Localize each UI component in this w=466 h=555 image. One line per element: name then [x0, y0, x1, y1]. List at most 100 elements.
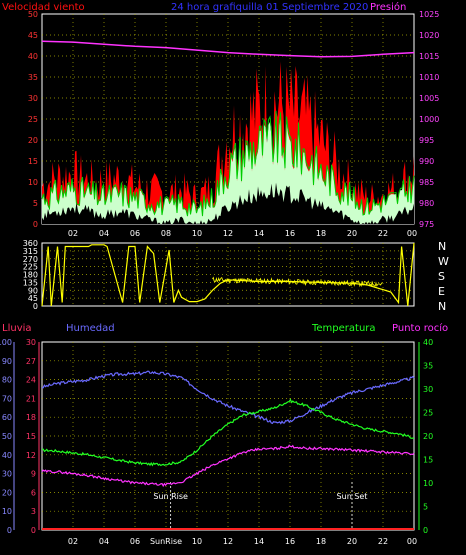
humidity-tick-label: 30	[2, 470, 12, 479]
wind-x-tick-label: 02	[68, 229, 78, 238]
pressure-tick-label: 980	[419, 199, 434, 208]
rain-tick-label: 30	[26, 338, 36, 347]
wind-speed-label: Velocidad viento	[2, 2, 85, 13]
direction-tick-label: 45	[28, 294, 38, 303]
humidity-tick-label: 90	[2, 357, 12, 366]
humidity-tick-label: 50	[2, 432, 12, 441]
temperature-label: Temperatura	[311, 323, 376, 334]
humidity-tick-label: 20	[2, 488, 12, 497]
pressure-tick-label: 1015	[419, 52, 439, 61]
rain-label: Lluvia	[2, 323, 32, 334]
pressure-label: Presión	[370, 1, 406, 13]
temperature-tick-label: 15	[423, 456, 433, 465]
rain-tick-label: 12	[26, 451, 36, 460]
rain-tick-label: 24	[26, 376, 36, 385]
temperature-tick-label: 30	[423, 385, 433, 394]
wind-tick-label: 5	[33, 199, 38, 208]
weather-x-tick-label: 22	[378, 537, 388, 546]
wind-x-tick-label: 14	[254, 229, 264, 238]
direction-letter-s: S	[438, 270, 445, 283]
weather-x-tick-label: 02	[68, 537, 78, 546]
weather-x-tick-label: 16	[285, 537, 295, 546]
temperature-tick-label: 0	[423, 526, 428, 535]
pressure-tick-label: 1020	[419, 31, 439, 40]
temperature-tick-label: 5	[423, 503, 428, 512]
wind-x-tick-label: 18	[316, 229, 326, 238]
wind-x-tick-label: 00	[407, 229, 417, 238]
humidity-tick-label: 100	[0, 338, 12, 347]
direction-tick-label: 270	[23, 255, 38, 264]
temperature-tick-label: 25	[423, 409, 433, 418]
rain-tick-label: 21	[26, 394, 36, 403]
wind-tick-label: 20	[28, 136, 38, 145]
humidity-tick-label: 80	[2, 376, 12, 385]
temperature-tick-label: 35	[423, 362, 433, 371]
wind-tick-label: 30	[28, 94, 38, 103]
sunset-label: Sun Set	[337, 492, 368, 501]
weather-x-tick-label: 20	[347, 537, 357, 546]
sunrise-label: Sun Rise	[153, 492, 188, 501]
wind-x-tick-label: 22	[378, 229, 388, 238]
wind-x-tick-label: 10	[192, 229, 202, 238]
weather-x-tick-label: 10	[192, 537, 202, 546]
wind-direction-line	[41, 242, 415, 307]
wind-tick-label: 45	[28, 31, 38, 40]
pressure-tick-label: 1000	[419, 115, 439, 124]
weather-x-tick-label: 14	[254, 537, 264, 546]
direction-tick-label: 135	[23, 278, 38, 287]
rain-tick-label: 27	[26, 357, 36, 366]
wind-tick-label: 40	[28, 52, 38, 61]
rain-tick-label: 6	[31, 488, 36, 497]
wind-x-tick-label: 06	[130, 229, 140, 238]
temperature-tick-label: 10	[423, 479, 433, 488]
pressure-tick-label: 990	[419, 157, 434, 166]
wind-x-tick-label: 04	[99, 229, 109, 238]
humidity-tick-label: 0	[7, 526, 12, 535]
pressure-tick-label: 1025	[419, 10, 439, 19]
pressure-tick-label: 985	[419, 178, 434, 187]
wind-x-tick-label: 12	[223, 229, 233, 238]
rain-tick-label: 3	[31, 507, 36, 516]
pressure-tick-label: 995	[419, 136, 434, 145]
temperature-line	[42, 398, 415, 467]
dewpoint-label: Punto rocío	[392, 322, 448, 334]
wind-x-tick-label: 08	[161, 229, 171, 238]
humidity-tick-label: 70	[2, 394, 12, 403]
weather-x-tick-label: 06	[130, 537, 140, 546]
wind-average-line	[41, 110, 415, 217]
direction-tick-label: 90	[28, 286, 38, 295]
weather-x-tick-label: 18	[316, 537, 326, 546]
temperature-tick-label: 20	[423, 432, 433, 441]
wind-tick-label: 10	[28, 178, 38, 187]
wind-average-area	[42, 116, 414, 224]
humidity-label: Humedad	[66, 323, 115, 334]
humidity-line	[41, 370, 415, 425]
direction-tick-label: 360	[23, 239, 38, 248]
weather-x-tick-label: 04	[99, 537, 109, 546]
chart-title: 24 hora grafiquilla 01 Septiembre 2020	[171, 2, 368, 13]
weather-x-tick-label: SunRise	[150, 537, 182, 546]
direction-tick-label: 180	[23, 271, 38, 280]
direction-letter-w: W	[438, 255, 449, 268]
humidity-tick-label: 10	[2, 507, 12, 516]
pressure-tick-label: 975	[419, 220, 434, 229]
weather-x-tick-label: 12	[223, 537, 233, 546]
wind-tick-label: 50	[28, 10, 38, 19]
rain-tick-label: 0	[31, 526, 36, 535]
wind-minimum-area	[42, 182, 414, 224]
direction-tick-label: 315	[23, 247, 38, 256]
humidity-tick-label: 40	[2, 451, 12, 460]
pressure-tick-label: 1005	[419, 94, 439, 103]
direction-tick-label: 225	[23, 263, 38, 272]
rain-tick-label: 15	[26, 432, 36, 441]
wind-x-tick-label: 20	[347, 229, 357, 238]
humidity-tick-label: 60	[2, 413, 12, 422]
wind-tick-label: 0	[33, 220, 38, 229]
direction-letter-n: N	[438, 240, 446, 253]
temperature-tick-label: 40	[423, 338, 433, 347]
pressure-tick-label: 1010	[419, 73, 439, 82]
direction-letter-n2: N	[438, 300, 446, 313]
wind-tick-label: 15	[28, 157, 38, 166]
weather-x-tick-label: 00	[407, 537, 417, 546]
